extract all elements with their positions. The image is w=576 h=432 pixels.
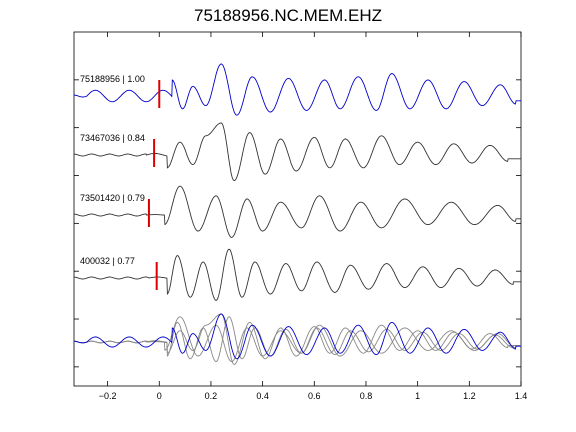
y-ticks (74, 79, 521, 368)
x-tick-label: 0.8 (360, 391, 373, 401)
x-tick-label: 1.2 (463, 391, 476, 401)
trace-label: 75188956 | 1.00 (80, 74, 145, 84)
trace-line (74, 248, 521, 301)
overlay-trace (74, 316, 521, 363)
x-tick-label: −0.2 (99, 391, 117, 401)
traces: 75188956 | 1.00 73467036 | 0.84 73501420 |… (74, 63, 521, 301)
trace-label: 73467036 | 0.84 (80, 133, 145, 143)
chart-title: 75188956.NC.MEM.EHZ (193, 6, 383, 25)
overlay-stack (74, 313, 521, 365)
x-tick-label: 0.4 (256, 391, 269, 401)
x-tick-label: 0.2 (205, 391, 218, 401)
trace-label: 73501420 | 0.79 (80, 193, 145, 203)
x-tick-label: 0.6 (308, 391, 321, 401)
plot-frame (73, 31, 522, 387)
x-axis: −0.2 0 0.2 0.4 0.6 0.8 1 1.2 1.4 (99, 32, 528, 401)
trace-line (74, 122, 521, 182)
trace-label: 400032 | 0.77 (80, 256, 135, 266)
overlay-trace (74, 313, 521, 365)
overlay-trace (74, 316, 521, 363)
x-tick-label: 1 (415, 391, 420, 401)
x-tick-label: 1.4 (515, 391, 528, 401)
trace-line (74, 63, 521, 116)
x-tick-label: 0 (157, 391, 162, 401)
overlay-trace (74, 313, 521, 360)
